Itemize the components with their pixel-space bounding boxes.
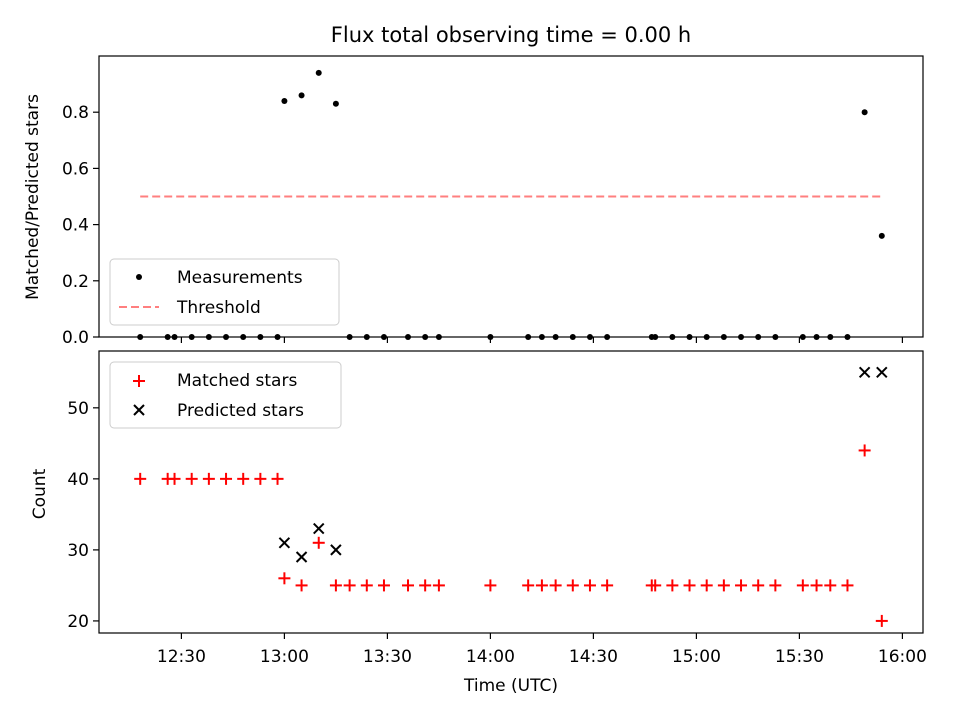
measurement-point [315, 69, 322, 76]
legend-predicted-label: Predicted stars [177, 401, 304, 421]
measurement-point [281, 97, 288, 104]
matched-star-point [360, 579, 373, 592]
top-y-tick-label: 0.4 [62, 216, 89, 236]
matched-star-point [583, 579, 596, 592]
predicted-star-point-b [295, 551, 308, 563]
matched-star-point [796, 579, 809, 592]
bottom-y-tick-label: 50 [67, 399, 89, 419]
bottom-x-tick-label: 13:00 [260, 647, 309, 667]
top-plot-frame [98, 55, 924, 338]
bottom-panel: Count Time (UTC) 20 30 40 50 12:30 13:00 13:3… [30, 350, 927, 696]
matched-star-point [858, 444, 871, 457]
matched-star-point [295, 579, 308, 592]
matched-star-point [522, 579, 535, 592]
matched-star-point [134, 472, 147, 485]
top-y-tick-label: 0.8 [62, 103, 89, 123]
matched-star-point [666, 579, 679, 592]
matched-star-point [810, 579, 823, 592]
matched-star-point [432, 579, 445, 592]
predicted-star-point [858, 366, 871, 379]
predicted-star-point-b [330, 544, 342, 556]
matched-star-point [700, 579, 713, 592]
x-axis-label: Time (UTC) [463, 676, 558, 696]
matched-star-point [549, 579, 562, 592]
top-y-tick-label: 0.6 [62, 159, 89, 179]
matched-star-point [649, 579, 662, 592]
top-y-tick-label: 0.0 [62, 328, 89, 348]
top-panel: Flux total observing time = 0.00 h Match… [23, 23, 924, 348]
bottom-y-axis-label: Count [30, 468, 50, 519]
legend-matched-marker [133, 375, 145, 387]
matched-star-point [329, 579, 342, 592]
predicted-star-point-b [278, 537, 291, 549]
chart-title: Flux total observing time = 0.00 h [331, 23, 691, 47]
matched-star-point [535, 579, 548, 592]
measurement-point [332, 100, 339, 107]
matched-star-point [312, 536, 325, 549]
bottom-y-ticks: 20 30 40 50 [67, 399, 99, 632]
bottom-x-ticks: 12:30 13:00 13:30 14:00 14:30 15:00 15:30 16:00 [157, 633, 927, 667]
measurement-point [878, 232, 885, 239]
matched-star-point [419, 579, 432, 592]
bottom-legend-box [109, 361, 342, 429]
bottom-x-tick-label: 15:00 [672, 647, 721, 667]
bottom-x-tick-label: 13:30 [363, 647, 412, 667]
bottom-x-tick-label: 12:30 [157, 647, 206, 667]
bottom-y-tick-label: 40 [67, 470, 89, 490]
matched-star-point [769, 579, 782, 592]
matched-star-point [168, 472, 181, 485]
matched-star-point [278, 572, 291, 585]
matched-star-point [875, 614, 888, 627]
predicted-star-point-b [858, 366, 871, 379]
matched-star-point [683, 579, 696, 592]
top-legend: Measurements Threshold [109, 258, 340, 326]
matched-star-point [601, 579, 614, 592]
predicted-star-point [278, 537, 291, 549]
measurement-point [298, 92, 305, 99]
legend-matched-label: Matched stars [177, 371, 297, 391]
matched-star-point [343, 579, 356, 592]
bottom-x-tick-label: 16:00 [878, 647, 927, 667]
predicted-star-point [295, 551, 308, 563]
predicted-star-point [313, 522, 325, 535]
matched-star-point [824, 579, 837, 592]
matched-star-point [185, 472, 198, 485]
matched-star-point [402, 579, 414, 592]
predicted-star-point-b [313, 522, 325, 535]
predicted-star-point [876, 366, 888, 379]
matched-star-point [271, 472, 284, 485]
matched-star-point [377, 579, 390, 592]
bottom-x-tick-label: 14:30 [569, 647, 618, 667]
matched-star-point [237, 472, 250, 485]
bottom-plot-frame [98, 350, 924, 634]
legend-measurements-marker [136, 274, 142, 280]
top-legend-box [109, 258, 340, 326]
predicted-star-point-b [876, 366, 888, 379]
legend-measurements-label: Measurements [177, 268, 303, 288]
matched-star-point [841, 579, 854, 592]
measurement-point [861, 109, 868, 116]
bottom-legend: Matched stars Predicted stars [109, 361, 342, 429]
top-y-ticks: 0.0 0.2 0.4 0.6 0.8 [62, 103, 99, 348]
legend-threshold-label: Threshold [176, 298, 261, 318]
matched-star-point [717, 579, 730, 592]
matched-star-point [735, 579, 748, 592]
bottom-y-tick-label: 30 [67, 541, 89, 561]
matched-star-point [202, 472, 215, 485]
bottom-x-tick-label: 14:00 [466, 647, 515, 667]
bottom-y-tick-label: 20 [67, 612, 89, 632]
bottom-plot-marks [134, 366, 888, 627]
top-y-tick-label: 0.2 [62, 272, 89, 292]
matched-star-point [220, 472, 233, 485]
bottom-x-tick-label: 15:30 [775, 647, 824, 667]
matched-star-point [254, 472, 267, 485]
top-y-axis-label: Matched/Predicted stars [23, 94, 43, 300]
matched-star-point [752, 579, 765, 592]
matched-star-point [484, 579, 497, 592]
matched-star-point [566, 579, 579, 592]
predicted-star-point [330, 544, 342, 556]
legend-predicted-marker [133, 404, 145, 416]
